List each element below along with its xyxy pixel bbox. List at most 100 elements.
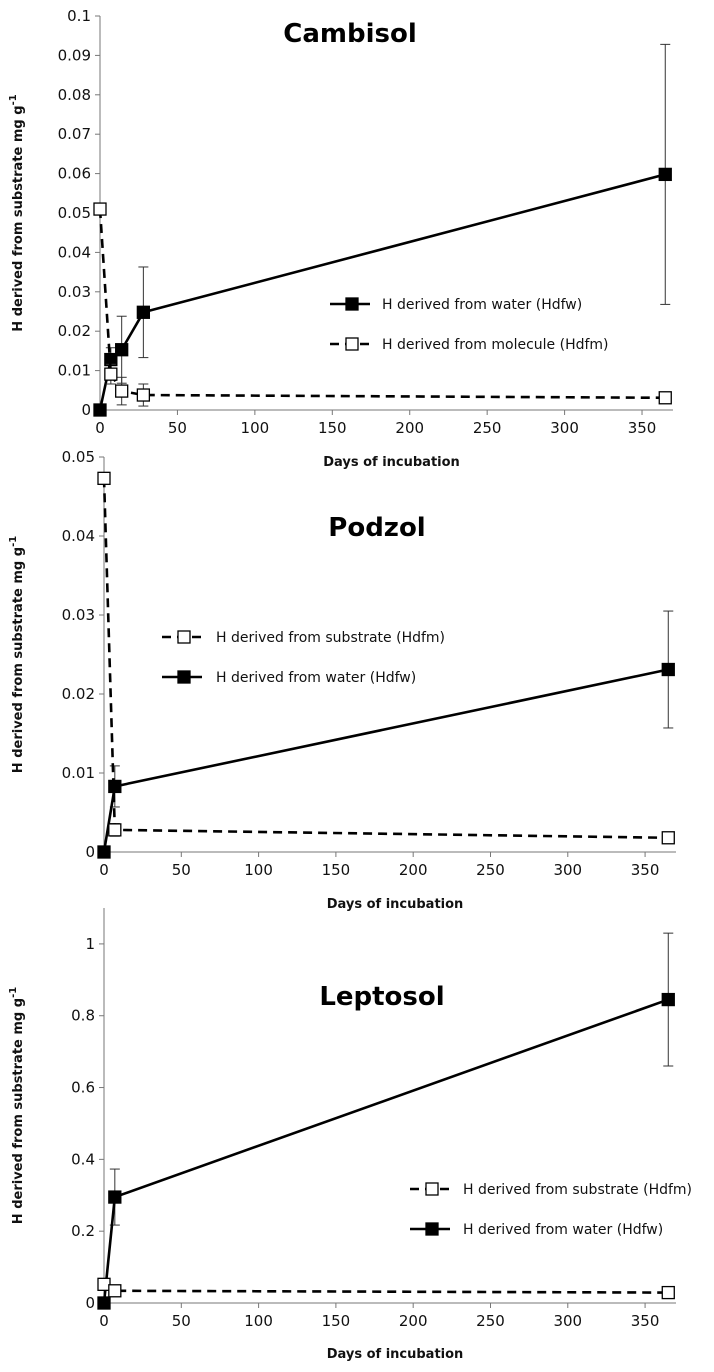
series-line	[102, 998, 669, 1304]
y-tick-label: 0	[85, 1294, 95, 1312]
legend-marker	[345, 297, 359, 311]
legend-marker	[345, 337, 359, 351]
data-point	[658, 167, 672, 182]
x-tick-label: 50	[172, 1312, 191, 1330]
y-axis-title-superscript: -1	[8, 536, 19, 547]
x-tick-label: 100	[244, 1312, 273, 1330]
y-tick-label: 0.6	[71, 1079, 95, 1097]
y-tick-label: 0	[85, 843, 95, 861]
data-point	[108, 779, 122, 794]
data-point	[661, 1285, 675, 1300]
x-tick-label: 350	[631, 1312, 660, 1330]
legend-label: H derived from water (Hdfw)	[382, 297, 582, 313]
x-tick-label: 100	[241, 419, 270, 437]
x-tick-label: 150	[322, 861, 351, 879]
x-tick-label: 350	[631, 861, 660, 879]
x-axis-title: Days of incubation	[327, 897, 464, 912]
y-tick-label: 0.09	[58, 46, 91, 64]
y-axis-title-text: H derived from substrate mg g	[11, 547, 26, 773]
legend-marker	[177, 670, 191, 684]
x-tick-label: 150	[322, 1312, 351, 1330]
x-tick-label: 300	[550, 419, 579, 437]
series-line	[98, 173, 666, 411]
series-substrate	[97, 471, 675, 845]
y-tick-label: 0.01	[58, 362, 91, 380]
y-tick-label: 0.01	[62, 764, 95, 782]
data-point	[661, 662, 675, 677]
series-line	[102, 668, 669, 853]
y-axis-title-superscript: -1	[8, 987, 19, 998]
chart-title: Leptosol	[319, 982, 444, 1012]
x-tick-label: 200	[399, 1312, 428, 1330]
y-tick-label: 0.05	[58, 204, 91, 222]
y-axis-title-superscript: -1	[8, 94, 19, 105]
legend-marker	[425, 1222, 439, 1236]
y-axis-title-text: H derived from substrate mg g	[11, 998, 26, 1224]
legend: H derived from substrate (Hdfm) H derived…	[162, 630, 445, 686]
series-line	[103, 1283, 669, 1294]
y-tick-label: 0.4	[71, 1150, 95, 1168]
data-point	[115, 384, 129, 398]
y-tick-label: 0.04	[62, 527, 95, 545]
legend-label: H derived from water (Hdfw)	[216, 670, 416, 686]
x-tick-label: 250	[473, 419, 502, 437]
x-tick-label: 100	[244, 861, 273, 879]
data-point	[108, 1284, 122, 1298]
y-tick-label: 0	[81, 401, 91, 419]
data-point	[658, 391, 672, 405]
x-tick-label: 200	[395, 419, 424, 437]
y-tick-label: 0.07	[58, 125, 91, 143]
y-axis-title: H derived from substrate mg g-1	[8, 987, 26, 1224]
x-tick-label: 300	[553, 861, 582, 879]
data-point	[97, 471, 111, 485]
data-point	[104, 367, 118, 381]
y-tick-label: 0.02	[58, 322, 91, 340]
series-water	[97, 610, 675, 859]
y-tick-label: 0.03	[62, 606, 95, 624]
chart-title: Cambisol	[283, 19, 417, 49]
y-tick-label: 0.2	[71, 1222, 95, 1240]
data-point	[97, 1296, 111, 1310]
series-substrate	[97, 1277, 675, 1300]
x-tick-label: 50	[172, 861, 191, 879]
x-tick-label: 250	[476, 861, 505, 879]
x-tick-label: 150	[318, 419, 347, 437]
legend-label: H derived from substrate (Hdfm)	[216, 630, 445, 646]
y-tick-label: 0.08	[58, 86, 91, 104]
legend-marker	[425, 1182, 439, 1196]
data-point	[108, 823, 122, 837]
y-axis-title-text: H derived from substrate mg g	[11, 105, 26, 331]
x-tick-label: 0	[99, 861, 109, 879]
y-tick-label: 0.04	[58, 243, 91, 261]
legend: H derived from water (Hdfw) H derived fro…	[330, 297, 609, 353]
data-point	[108, 1190, 122, 1204]
data-point	[93, 202, 107, 216]
y-tick-label: 0.02	[62, 685, 95, 703]
legend-label: H derived from molecule (Hdfm)	[382, 337, 609, 353]
legend-marker	[177, 630, 191, 644]
y-axis-title: H derived from substrate mg g-1	[8, 536, 26, 773]
chart-podzol: 0 0.01 0.02 0.03 0.04 0.05 0 50 100 150 200 250 300 3…	[8, 448, 676, 912]
data-point	[97, 845, 111, 859]
chart-leptosol: 0 0.2 0.4 0.6 0.8 1 0 50 100 150 200 250 300 350 Days …	[8, 908, 692, 1362]
data-point	[136, 388, 151, 402]
y-axis-title: H derived from substrate mg g-1	[8, 94, 26, 331]
y-tick-label: 0.8	[71, 1007, 95, 1025]
data-point	[93, 403, 107, 417]
chart-title: Podzol	[328, 513, 425, 543]
data-point	[661, 992, 675, 1007]
data-point	[661, 831, 675, 845]
x-tick-label: 50	[168, 419, 187, 437]
legend-label: H derived from substrate (Hdfm)	[463, 1182, 692, 1198]
series-water	[93, 43, 672, 417]
y-tick-label: 1	[85, 935, 95, 953]
data-point	[115, 343, 129, 357]
y-tick-label: 0.05	[62, 448, 95, 466]
legend: H derived from substrate (Hdfm) H derived…	[410, 1182, 692, 1238]
chart-cambisol: 0 0.01 0.02 0.03 0.04 0.05 0.06 0.07 0.08 0.09 0.1…	[8, 7, 673, 470]
x-axis-title: Days of incubation	[323, 455, 460, 470]
legend-label: H derived from water (Hdfw)	[463, 1222, 663, 1238]
series-water	[97, 932, 675, 1310]
x-tick-label: 200	[399, 861, 428, 879]
